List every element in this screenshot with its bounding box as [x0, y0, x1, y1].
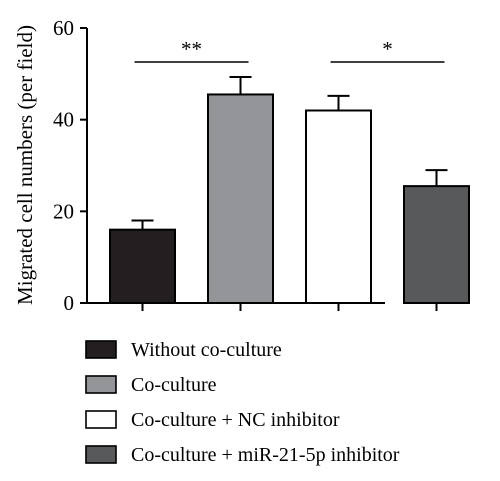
legend-swatch — [85, 375, 117, 394]
legend-swatch — [85, 410, 117, 429]
y-tick-label: 0 — [64, 291, 75, 315]
legend-label: Without co-culture — [131, 339, 282, 361]
legend-label: Co-culture + NC inhibitor — [131, 409, 340, 431]
legend-swatch — [85, 340, 117, 359]
bar — [207, 93, 274, 305]
bar — [109, 228, 176, 305]
significance-label: * — [382, 37, 393, 61]
y-axis-title: Migrated cell numbers (per field) — [13, 25, 37, 305]
significance-markers: ** * — [134, 37, 445, 63]
significance-label: ** — [181, 37, 202, 61]
bars — [109, 93, 470, 305]
y-tick-label: 20 — [53, 199, 74, 223]
y-tick-label: 40 — [53, 108, 74, 132]
legend-label: Co-culture — [131, 374, 217, 396]
legend-swatch — [85, 445, 117, 464]
bar — [403, 185, 470, 304]
bar — [305, 109, 372, 304]
y-axis-ticks: 0 20 40 60 — [53, 16, 438, 315]
error-bars — [131, 76, 448, 230]
legend: Without co-culture Co-culture Co-culture +… — [85, 339, 400, 466]
legend-label: Co-culture + miR-21-5p inhibitor — [131, 444, 400, 466]
y-tick-label: 60 — [53, 16, 74, 40]
